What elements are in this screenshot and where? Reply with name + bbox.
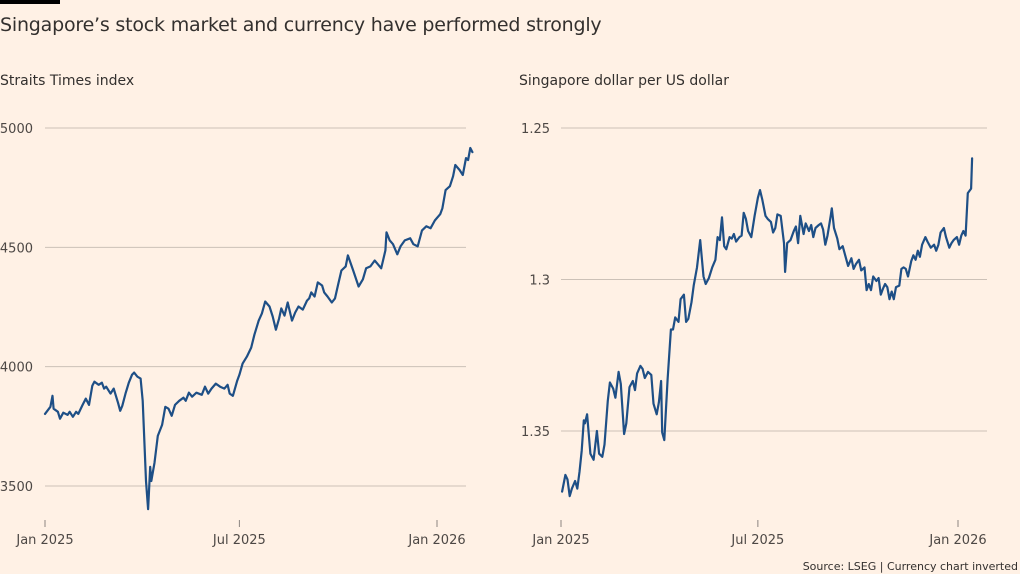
right-y-tick-label: 1.35 bbox=[521, 425, 550, 440]
chart-title: Singapore’s stock market and currency ha… bbox=[0, 14, 602, 36]
left-x-tick-label: Jan 2025 bbox=[15, 533, 73, 548]
left-y-tick-label: 5000 bbox=[0, 122, 33, 137]
right-x-tick-label: Jan 2026 bbox=[928, 533, 986, 548]
source-note: Source: LSEG | Currency chart inverted bbox=[802, 560, 1018, 573]
left-series-line bbox=[43, 146, 474, 511]
left-y-tick-label: 4000 bbox=[0, 361, 33, 376]
left-y-tick-label: 4500 bbox=[0, 241, 33, 256]
right-x-tick-label: Jan 2025 bbox=[531, 533, 589, 548]
right-y-tick-label: 1.3 bbox=[529, 274, 550, 289]
left-x-tick-label: Jan 2026 bbox=[407, 533, 465, 548]
right-x-tick-label: Jul 2025 bbox=[730, 533, 784, 548]
right-series-line bbox=[561, 157, 974, 498]
left-y-tick-label: 3500 bbox=[0, 480, 33, 495]
right-y-tick-label: 1.25 bbox=[521, 122, 550, 137]
right-chart-subtitle: Singapore dollar per US dollar bbox=[519, 73, 729, 89]
brand-bar bbox=[0, 0, 60, 4]
left-chart-subtitle: Straits Times index bbox=[0, 73, 135, 89]
left-x-tick-label: Jul 2025 bbox=[212, 533, 266, 548]
